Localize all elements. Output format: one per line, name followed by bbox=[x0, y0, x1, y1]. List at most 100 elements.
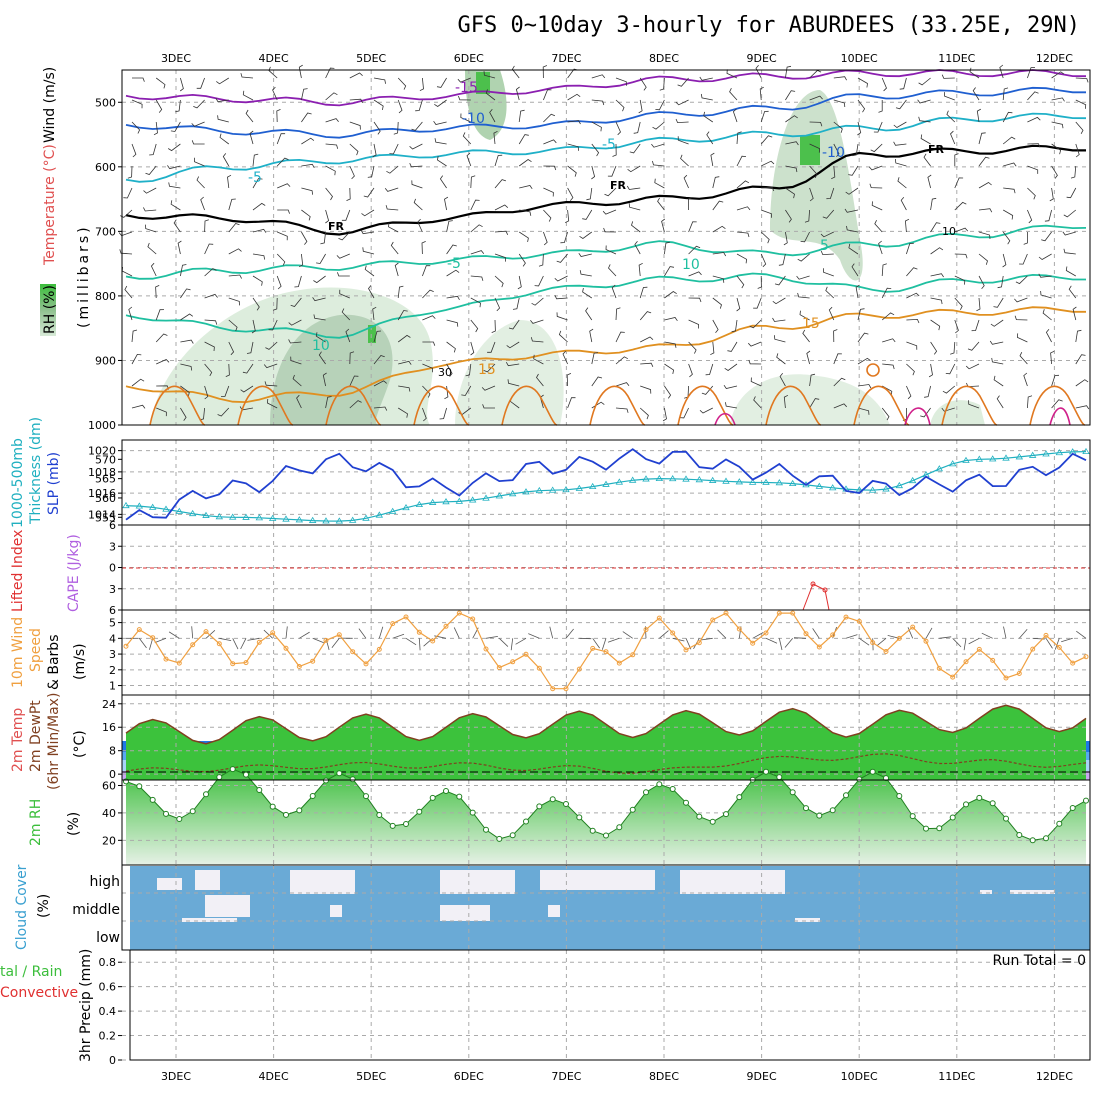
tick-label: 3 bbox=[109, 540, 116, 553]
wind-barb bbox=[774, 275, 786, 286]
contour-label-rh30: 30 bbox=[438, 366, 452, 379]
wind-barb bbox=[893, 121, 907, 128]
wind-barb bbox=[710, 341, 715, 356]
wind-barb bbox=[954, 177, 964, 189]
wind-barb bbox=[874, 220, 883, 233]
wind-barb bbox=[870, 143, 883, 153]
wind-speed-marker bbox=[750, 640, 756, 646]
rh-marker bbox=[923, 825, 929, 832]
surface-wind-barb bbox=[859, 637, 870, 646]
wind-barb bbox=[753, 396, 762, 409]
wind-barb bbox=[736, 231, 750, 238]
rh-marker bbox=[349, 776, 356, 783]
thickness-marker bbox=[455, 497, 464, 504]
wind-speed-marker bbox=[990, 657, 996, 663]
wind-barb bbox=[470, 175, 476, 189]
wind-speed-marker bbox=[830, 632, 836, 638]
wind-barb bbox=[506, 341, 520, 349]
wind-barb bbox=[325, 67, 335, 79]
wind-barb bbox=[1049, 187, 1054, 202]
wind-barb bbox=[920, 407, 931, 418]
wind-barb bbox=[167, 143, 181, 152]
wind-barb bbox=[612, 143, 617, 157]
wind-barb bbox=[848, 165, 859, 176]
wind-barb bbox=[857, 384, 872, 389]
cloud-clear-gap bbox=[440, 870, 515, 894]
wind-barb bbox=[315, 332, 326, 343]
wind-speed-marker bbox=[523, 651, 529, 657]
temp-axis: 0 8 16 24 bbox=[102, 698, 122, 781]
wind-barb bbox=[582, 209, 593, 220]
day-label-bottom: 10DEC bbox=[841, 1070, 878, 1083]
wind-barb bbox=[802, 329, 810, 343]
wind-barb bbox=[868, 165, 883, 171]
surface-wind-barb bbox=[907, 627, 914, 639]
lower-contour bbox=[904, 407, 931, 426]
wind-barb bbox=[591, 352, 599, 365]
wind-barb bbox=[652, 121, 665, 130]
thickness-marker bbox=[308, 516, 317, 523]
wind-barb bbox=[748, 341, 762, 347]
wind-barb bbox=[954, 275, 966, 285]
wind-barb bbox=[155, 285, 160, 299]
wind-barb bbox=[978, 231, 991, 240]
wind-barb bbox=[586, 187, 593, 201]
wind-barb bbox=[825, 286, 835, 299]
wind-barb bbox=[543, 139, 557, 145]
wind-barb bbox=[833, 143, 840, 157]
wind-barb bbox=[785, 141, 799, 146]
rh-marker bbox=[1003, 815, 1009, 822]
rh-marker bbox=[496, 835, 503, 842]
slp-line bbox=[125, 448, 1087, 521]
wind-speed-marker bbox=[216, 641, 222, 647]
wind-barb bbox=[591, 121, 602, 132]
contour-label-p5: 5 bbox=[820, 238, 829, 254]
thickness-marker bbox=[642, 475, 650, 482]
wind-barb bbox=[228, 319, 238, 332]
wind-barb bbox=[736, 206, 751, 211]
rh-marker bbox=[336, 770, 343, 777]
temperature-contour bbox=[125, 272, 1086, 339]
li-point bbox=[810, 581, 816, 587]
li-axis: 6 3 0 3 6 bbox=[109, 519, 122, 617]
wind-barb bbox=[930, 273, 944, 278]
day-label-top: 12DEC bbox=[1036, 52, 1073, 65]
wind-speed-marker bbox=[376, 646, 382, 652]
wind-barb bbox=[639, 77, 647, 91]
wind-barb bbox=[930, 222, 941, 233]
surface-wind-barb bbox=[191, 626, 194, 639]
label-wind-2: Speed bbox=[28, 628, 44, 672]
wind-speed-marker bbox=[390, 621, 396, 627]
wind-barb bbox=[712, 200, 724, 211]
wind-barb bbox=[677, 77, 689, 87]
wind-barb bbox=[485, 89, 496, 101]
wind-barb bbox=[906, 242, 914, 255]
wind-barb bbox=[470, 250, 485, 255]
thickness-marker bbox=[815, 482, 824, 489]
wind-barb bbox=[567, 93, 581, 101]
wind-barb bbox=[615, 382, 630, 387]
wind-speed-marker bbox=[790, 610, 796, 616]
wind-barb bbox=[760, 135, 773, 145]
rh-marker bbox=[243, 771, 249, 778]
rh-marker bbox=[963, 801, 969, 808]
thickness-marker bbox=[135, 502, 144, 509]
thickness-marker bbox=[322, 517, 330, 524]
wind-barb bbox=[494, 154, 503, 167]
wind-barb bbox=[661, 218, 666, 233]
wind-barb bbox=[703, 111, 714, 123]
wind-barb bbox=[736, 275, 745, 289]
wind-barb bbox=[589, 328, 594, 343]
wind-barb bbox=[736, 297, 741, 312]
rh-marker bbox=[149, 796, 156, 803]
wind-barb bbox=[341, 209, 351, 221]
thickness-marker bbox=[215, 513, 224, 520]
contour-label-fr-2: FR bbox=[610, 179, 627, 192]
wind-barb bbox=[411, 180, 423, 189]
wind-barb bbox=[833, 99, 846, 108]
upper-air-frame bbox=[121, 69, 1091, 426]
rh-peak-2 bbox=[800, 135, 820, 165]
wind-barb bbox=[712, 252, 727, 257]
wind-speed-marker bbox=[763, 630, 769, 636]
day-label-bottom: 11DEC bbox=[938, 1070, 975, 1083]
